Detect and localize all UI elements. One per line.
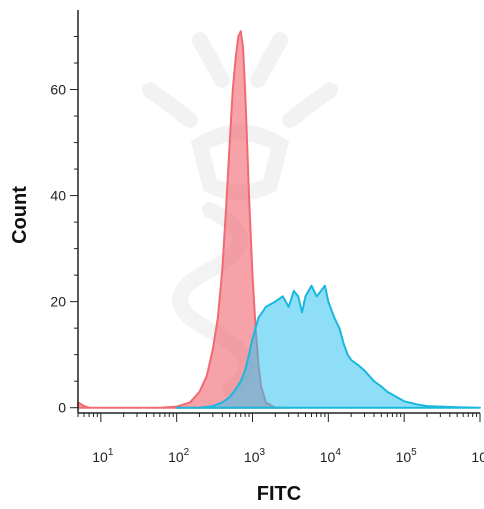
y-tick-label: 20 [50,294,66,310]
histogram-series-2 [175,284,481,409]
x-tick-label: 103 [244,447,266,465]
x-tick-label: 104 [320,447,342,465]
x-tick-label: 105 [396,447,418,465]
x-axis-title: FITC [257,483,301,505]
y-tick-label: 0 [58,400,66,416]
x-tick-label: 101 [92,447,114,465]
y-tick-label: 40 [50,188,66,204]
y-tick-label: 60 [50,82,66,98]
x-tick-label: 102 [168,447,190,465]
x-tick-label: 106 [471,447,484,465]
y-axis-title: Count [9,186,31,244]
